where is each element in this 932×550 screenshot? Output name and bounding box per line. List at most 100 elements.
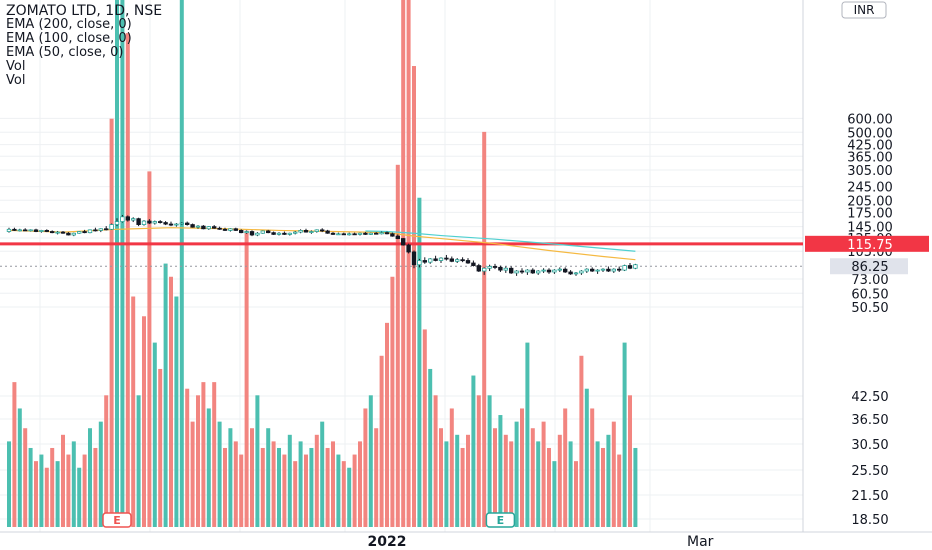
volume-bar [244, 230, 249, 527]
volume-bar [223, 447, 227, 527]
candle [373, 232, 379, 235]
candle [341, 232, 346, 236]
earnings-marker[interactable] [485, 512, 516, 528]
y-tick-label: 36.50 [851, 413, 888, 428]
candle-body [77, 231, 82, 234]
volume-bar [115, 0, 119, 527]
candle [136, 217, 141, 227]
volume-bar [574, 461, 578, 527]
candle-body [579, 270, 584, 274]
candle-body [141, 220, 147, 225]
candle-body [622, 265, 627, 271]
candle [157, 220, 163, 224]
volume-bar [336, 454, 341, 527]
volume-bar [98, 421, 103, 527]
earnings-marker[interactable] [102, 512, 132, 528]
candle-body [379, 232, 384, 235]
candle [508, 266, 514, 274]
candle-body [130, 218, 136, 221]
candle-body [508, 267, 514, 274]
volume-bar [444, 441, 449, 527]
candle [357, 232, 363, 236]
candle-body [39, 230, 44, 232]
volume-bar [595, 441, 600, 527]
candle-body [336, 233, 341, 236]
volume-bar [503, 434, 508, 527]
volume-bar [131, 296, 136, 527]
volume-bar [385, 322, 389, 527]
volume-bar [255, 395, 260, 527]
candle [141, 220, 147, 226]
volume-bar [563, 408, 568, 527]
volume-bar [541, 421, 546, 527]
legend-vol-1[interactable]: Vol [6, 59, 26, 74]
x-axis-label: 2022 [368, 534, 407, 550]
candle-body [168, 223, 174, 226]
candle [600, 268, 606, 272]
volume-bar [12, 382, 17, 527]
candle-body [255, 232, 260, 236]
candle-body [201, 225, 206, 230]
symbol-title[interactable]: ZOMATO LTD, 1D, NSE [6, 3, 163, 19]
y-tick-label: 205.00 [847, 194, 893, 209]
candle-body [368, 232, 373, 235]
candle [595, 269, 600, 274]
candle [336, 232, 341, 236]
volume-bar [266, 428, 271, 527]
candle [557, 267, 562, 272]
candle-body [390, 233, 395, 237]
volume-bar [158, 368, 163, 527]
candle [98, 228, 103, 233]
candle [44, 229, 49, 233]
candle [525, 269, 530, 275]
candle-body [50, 231, 55, 234]
legend-ema-50[interactable]: EMA (50, close, 0) [6, 45, 124, 60]
candle [417, 258, 422, 268]
candle-body [292, 231, 298, 234]
candle [184, 221, 190, 226]
candle [438, 257, 444, 263]
volume-bar [152, 342, 157, 527]
y-tick-label: 425.00 [847, 139, 893, 154]
volume-bar [449, 408, 454, 527]
candle [411, 250, 417, 269]
last-price-label-bg [830, 258, 908, 275]
volume-bar [179, 0, 184, 527]
candle [217, 226, 222, 230]
candle-body [271, 232, 276, 235]
volume-bar [174, 296, 179, 527]
y-tick-label: 21.50 [851, 489, 888, 504]
candle-body [444, 257, 449, 260]
candle-body [287, 232, 292, 235]
candle [627, 262, 633, 270]
y-tick-label: 365.00 [847, 150, 893, 165]
volume-bar [379, 355, 384, 527]
candle-body [265, 230, 271, 234]
volume-bar [579, 355, 584, 527]
candle-body [400, 238, 406, 246]
candle-body [238, 230, 244, 234]
legend-ema-200[interactable]: EMA (200, close, 0) [6, 17, 132, 32]
volume-bar [93, 447, 98, 527]
candle [422, 257, 427, 264]
candle [379, 231, 384, 235]
candle-body [71, 232, 76, 236]
legend-ema-100[interactable]: EMA (100, close, 0) [6, 31, 132, 46]
volume-bar [428, 368, 433, 527]
volume-bar [277, 447, 281, 527]
candle-body [590, 268, 595, 272]
candle-body [222, 228, 228, 231]
candle-body [460, 259, 465, 262]
candle [449, 256, 454, 263]
candle [276, 232, 282, 236]
volume-bar [260, 447, 265, 527]
volume-bar [201, 382, 206, 527]
candle-body [465, 260, 471, 264]
candle [611, 268, 616, 273]
candle [163, 221, 168, 226]
candle-body [563, 268, 568, 273]
currency-badge[interactable] [841, 1, 887, 19]
candle [287, 232, 292, 236]
legend-vol-2[interactable]: Vol [6, 73, 26, 88]
